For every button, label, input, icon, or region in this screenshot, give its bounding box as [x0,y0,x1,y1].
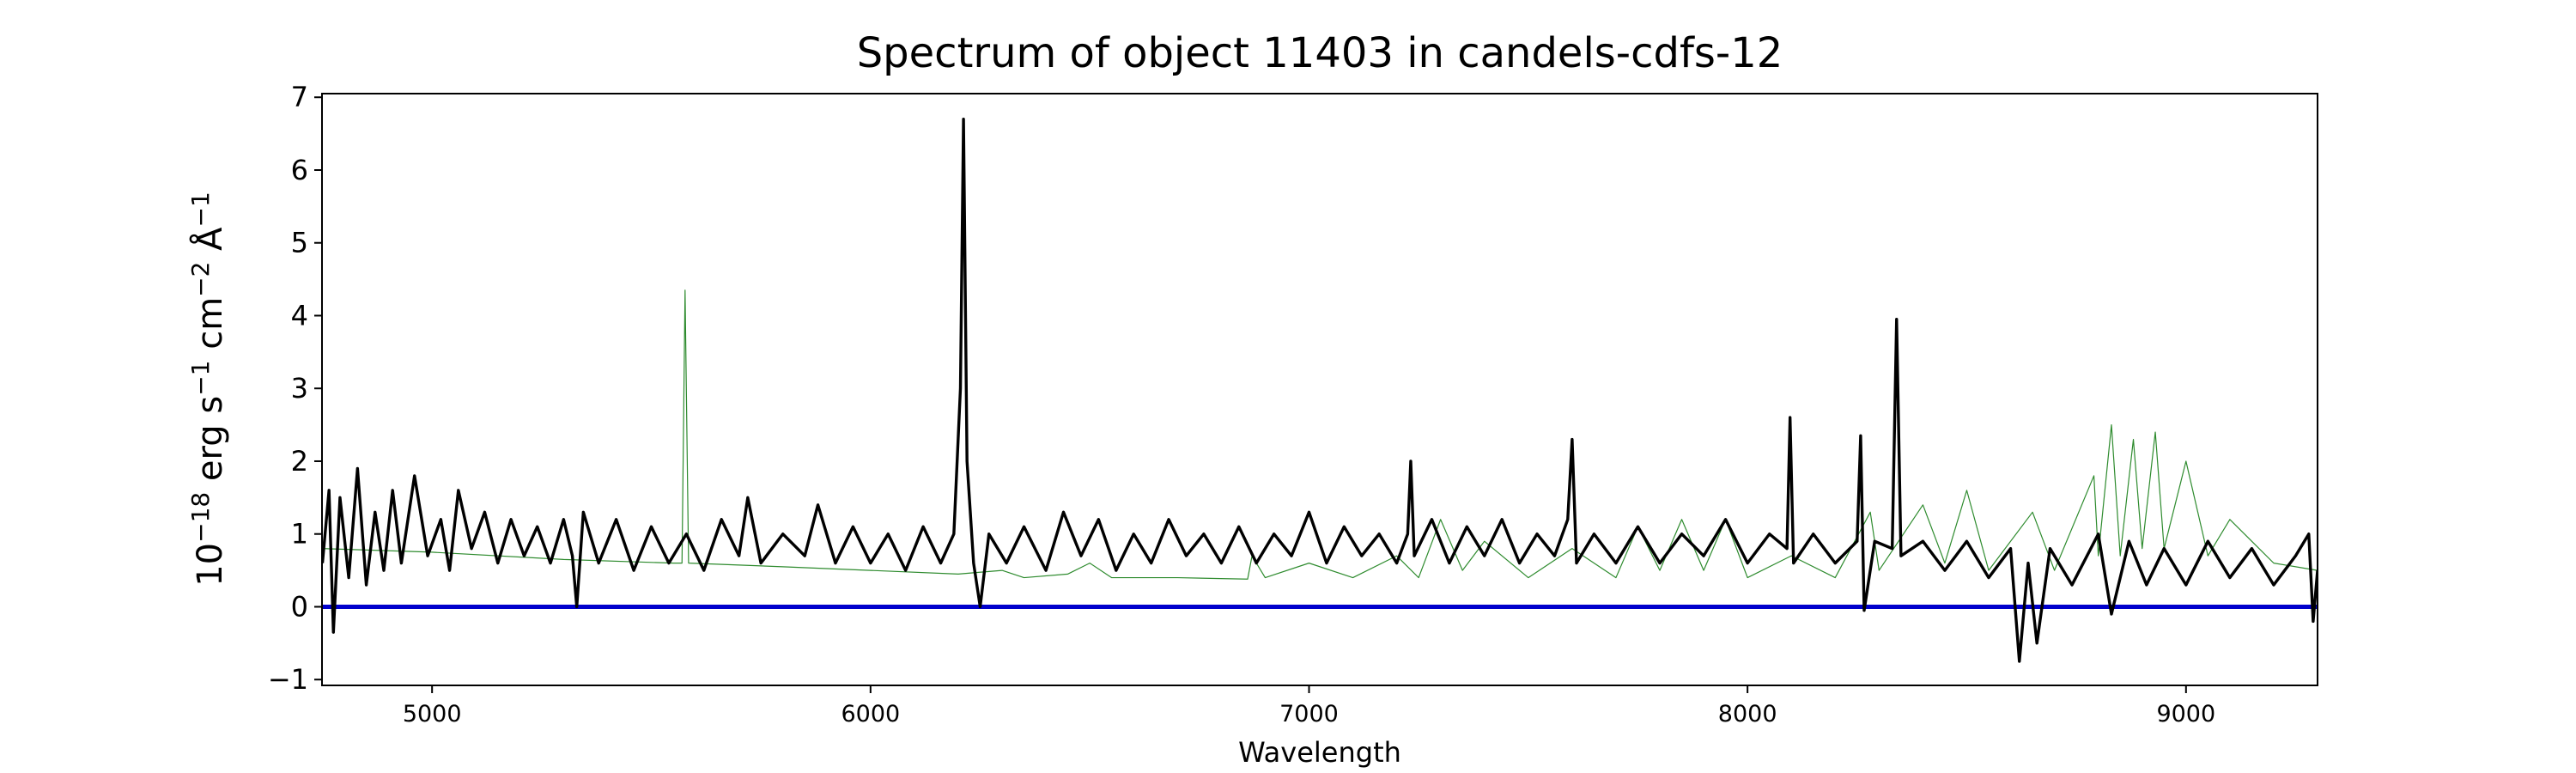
x-tick-label: 5000 [403,701,462,727]
y-tick-label: 4 [291,299,308,332]
y-tick-label: 6 [291,154,308,186]
y-tick-label: 7 [291,81,308,113]
y-label-text: 10 [191,543,230,587]
y-axis-label: 10−18 erg s−1 cm−2 Å−1 [186,192,230,587]
spectrum-line [322,117,2318,663]
x-tick-label: 8000 [1718,701,1777,727]
x-tick-label: 9000 [2156,701,2215,727]
y-label-exponent: −2 [186,262,215,297]
x-tick-label: 6000 [841,701,900,727]
y-tick-label: −1 [268,663,308,696]
chart-title: Spectrum of object 11403 in candels-cdfs… [857,29,1783,77]
y-label-text: Å [189,227,230,262]
plot-frame [321,93,2318,686]
y-label-exponent: −1 [186,192,215,227]
y-label-text: cm [191,297,230,361]
y-label-text: erg s [191,396,230,492]
y-tick-label: 0 [291,590,308,623]
y-tick-label: 3 [291,372,308,405]
y-tick-label: 1 [291,518,308,551]
x-axis-label: Wavelength [1238,736,1401,769]
x-tick-label: 7000 [1279,701,1339,727]
y-label-exponent: −1 [186,361,215,396]
y-tick-label: 5 [291,227,308,259]
y-tick-label: 2 [291,445,308,478]
spectrum-line [322,289,2318,580]
y-label-exponent: −18 [186,492,215,543]
